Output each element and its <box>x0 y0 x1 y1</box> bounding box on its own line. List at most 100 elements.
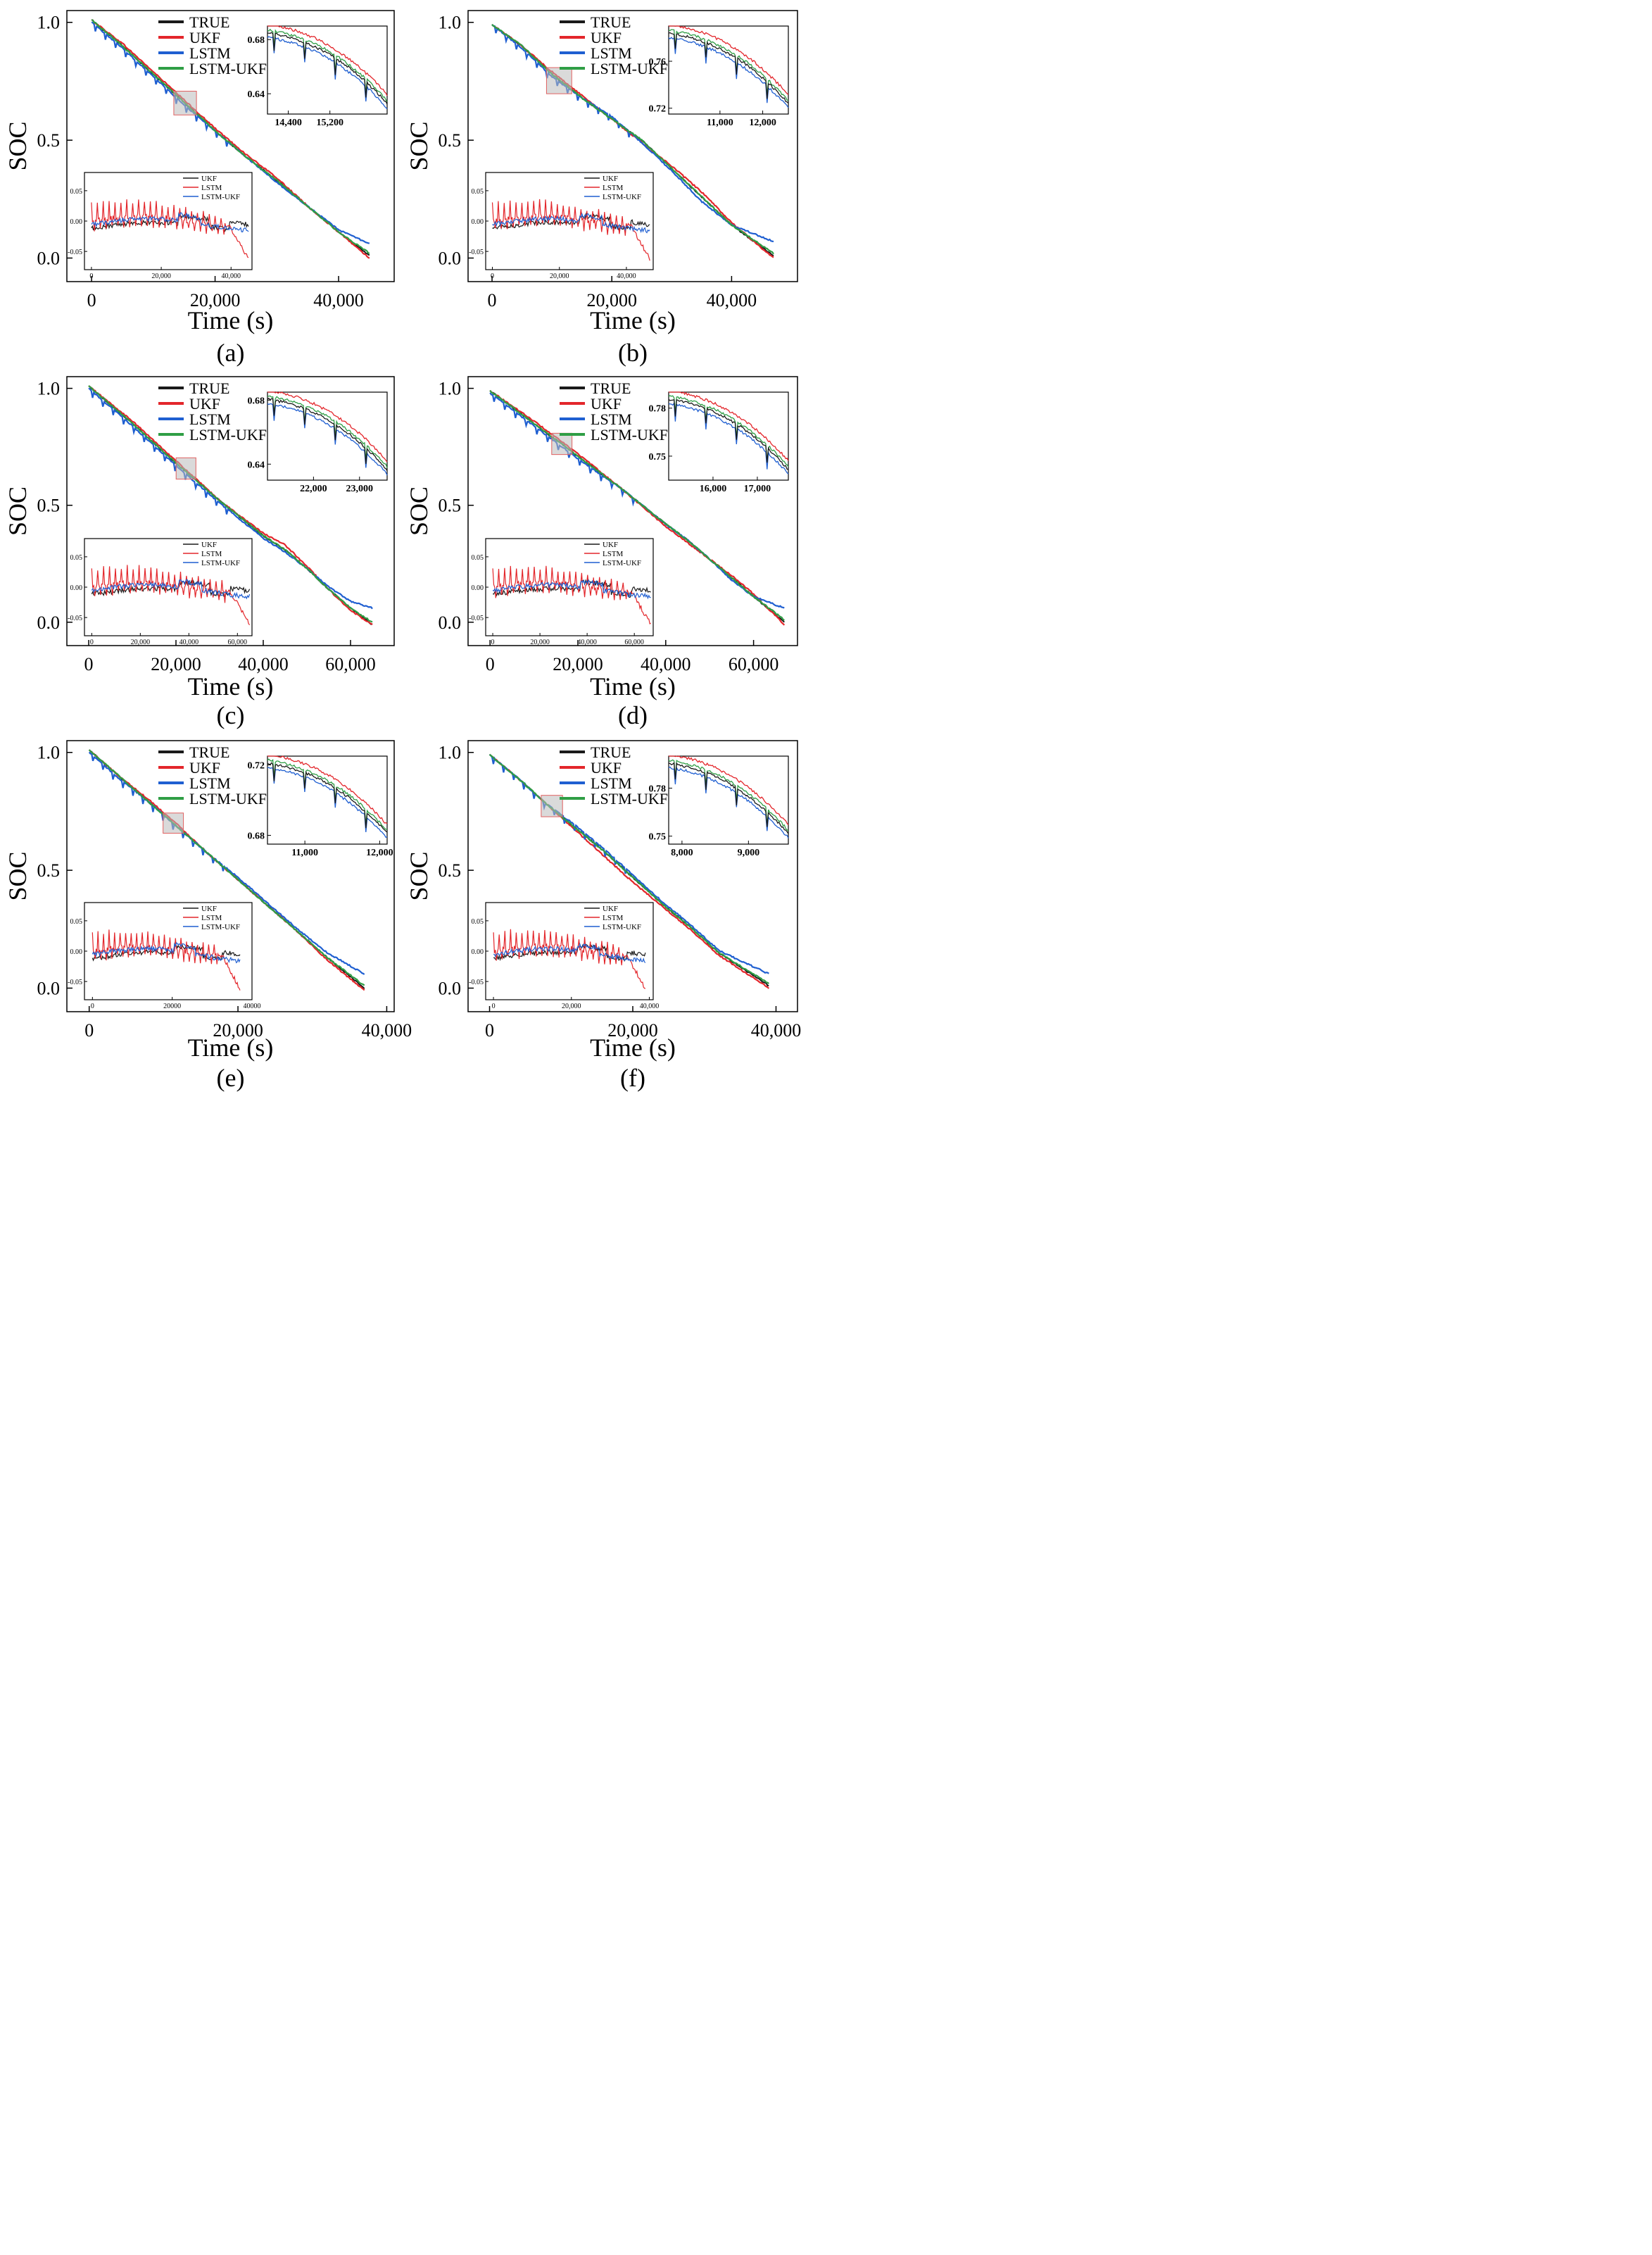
residual-legend-label: LSTM <box>603 184 624 192</box>
residual-x-tick-label: 60,000 <box>228 639 248 646</box>
zoom-inset: 14,400 15,200 0.64 0.68 <box>248 25 388 128</box>
zoom-y-tick-label: 0.64 <box>248 89 265 100</box>
legend-label: UKF <box>591 759 622 777</box>
zoom-x-tick-label: 12,000 <box>749 118 776 128</box>
y-tick-label: 1.0 <box>37 13 61 33</box>
zoom-x-tick-label: 17,000 <box>744 484 771 494</box>
residual-inset-frame <box>84 538 253 636</box>
zoom-inset-frame <box>267 391 388 481</box>
x-tick-label: 20,000 <box>553 654 603 674</box>
zoom-inset: 11,000 12,000 0.72 0.76 <box>649 25 789 128</box>
x-axis-label: Time (s) <box>188 672 274 701</box>
residual-y-tick-label: -0.05 <box>469 979 484 986</box>
residual-legend-label: LSTM-UKF <box>603 559 641 567</box>
zoom-x-tick-label: 11,000 <box>291 848 318 858</box>
residual-y-tick-label: 0.00 <box>472 948 484 956</box>
panel-label: (b) <box>618 339 648 367</box>
legend-label: TRUE <box>591 13 631 31</box>
panel-label: (e) <box>217 1064 245 1092</box>
x-tick-label: 0 <box>84 654 94 674</box>
series-line-lstm-ukf <box>491 24 774 255</box>
x-tick-label: 20,000 <box>586 290 637 310</box>
zoom-series-lstm-ukf <box>267 758 388 830</box>
residual-series-lstm-ukf <box>92 942 241 964</box>
zoom-marker <box>163 812 184 834</box>
panel-c: 0 20,000 40,000 60,000 0.0 0.5 1.0 Time (s) SOC (… <box>4 376 395 729</box>
y-tick-label: 1.0 <box>37 379 61 399</box>
y-axis-label: SOC <box>4 851 32 900</box>
zoom-series-ukf <box>669 755 789 826</box>
x-tick-label: 20,000 <box>190 290 241 310</box>
zoom-x-tick-label: 8,000 <box>671 848 693 858</box>
residual-x-tick-label: 40000 <box>244 1003 261 1010</box>
zoom-marker <box>551 432 573 456</box>
residual-legend-label: UKF <box>201 905 217 913</box>
zoom-y-tick-label: 0.64 <box>248 460 265 470</box>
series-line-lstm-ukf <box>88 749 365 986</box>
residual-legend-label: LSTM-UKF <box>201 193 240 201</box>
zoom-x-tick-label: 12,000 <box>366 848 393 858</box>
legend-label: TRUE <box>189 743 229 761</box>
legend-label: LSTM-UKF <box>591 790 668 808</box>
panel-label: (a) <box>217 339 245 367</box>
residual-series-lstm-ukf <box>492 212 650 234</box>
residual-y-tick-label: 0.05 <box>472 188 484 196</box>
residual-legend-label: LSTM <box>201 550 222 558</box>
residual-legend-label: LSTM-UKF <box>201 923 240 931</box>
zoom-series-ukf <box>669 391 789 461</box>
residual-legend-label: LSTM-UKF <box>603 193 641 201</box>
zoom-series-lstm-ukf <box>267 395 388 468</box>
residual-legend-label: UKF <box>201 541 217 549</box>
series-line-ukf <box>491 24 774 258</box>
x-axis-label: Time (s) <box>188 1034 274 1062</box>
residual-x-tick-label: 20,000 <box>550 272 569 280</box>
x-tick-label: 0 <box>485 1020 494 1041</box>
y-tick-label: 0.5 <box>439 860 462 881</box>
zoom-inset: 16,000 17,000 0.75 0.78 <box>649 391 789 494</box>
legend-label: LSTM-UKF <box>189 790 267 808</box>
legend-label: LSTM <box>591 410 632 428</box>
x-tick-label: 0 <box>488 290 497 310</box>
y-tick-label: 0.5 <box>37 130 61 151</box>
legend-label: UKF <box>591 29 622 46</box>
zoom-y-tick-label: 0.68 <box>248 396 265 406</box>
zoom-series-ukf <box>267 391 388 463</box>
residual-series-lstm <box>91 199 249 258</box>
y-axis-label: SOC <box>405 121 433 170</box>
residual-x-tick-label: 20,000 <box>131 639 151 646</box>
residual-y-tick-label: 0.00 <box>70 584 83 592</box>
zoom-inset: 22,000 23,000 0.64 0.68 <box>248 391 388 494</box>
residual-y-tick-label: 0.00 <box>472 218 484 226</box>
residual-series-lstm-ukf <box>91 212 249 233</box>
legend-label: UKF <box>189 395 220 413</box>
legend-label: LSTM-UKF <box>591 426 668 444</box>
panel-label: (c) <box>217 701 245 729</box>
legend-label: UKF <box>189 759 220 777</box>
residual-y-tick-label: 0.00 <box>70 218 83 226</box>
legend-label: TRUE <box>189 13 229 31</box>
residual-legend-label: UKF <box>603 541 618 549</box>
panel-a: 0 20,000 40,000 0.0 0.5 1.0 Time (s) SOC (a) TRUE… <box>4 10 395 367</box>
residual-x-tick-label: 40,000 <box>577 639 597 646</box>
y-axis-label: SOC <box>4 486 32 536</box>
residual-legend-label: UKF <box>603 905 618 913</box>
x-axis-label: Time (s) <box>590 306 676 334</box>
residual-legend-label: UKF <box>201 175 217 183</box>
y-tick-label: 1.0 <box>439 379 462 399</box>
legend-label: LSTM <box>189 44 231 62</box>
residual-x-tick-label: 40,000 <box>640 1003 660 1010</box>
x-tick-label: 60,000 <box>325 654 376 674</box>
residual-x-tick-label: 40,000 <box>222 272 241 280</box>
zoom-inset-frame <box>267 25 388 115</box>
y-axis-label: SOC <box>405 486 433 536</box>
series-line-lstm-ukf <box>91 19 370 254</box>
residual-x-tick-label: 0 <box>492 1003 496 1010</box>
zoom-series-lstm-ukf <box>267 28 388 102</box>
panel-b: 0 20,000 40,000 0.0 0.5 1.0 Time (s) SOC (b) TRUE… <box>405 10 798 367</box>
zoom-series-ukf <box>267 25 388 96</box>
residual-y-tick-label: -0.05 <box>68 979 82 986</box>
y-tick-label: 0.5 <box>37 860 61 881</box>
residual-x-tick-label: 20,000 <box>530 639 550 646</box>
legend-label: TRUE <box>189 379 229 397</box>
